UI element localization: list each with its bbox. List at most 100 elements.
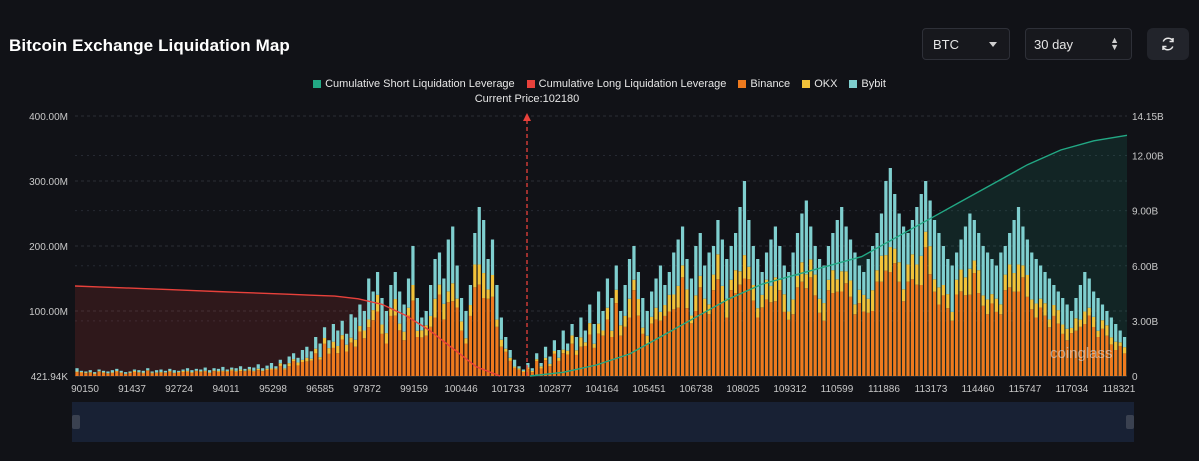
bar-okx xyxy=(875,270,879,282)
bar-binance xyxy=(729,290,733,376)
bar-okx xyxy=(234,370,238,372)
bar-okx xyxy=(906,264,910,282)
bar-bybit xyxy=(959,239,963,270)
bar-okx xyxy=(720,285,724,303)
bar-okx xyxy=(283,368,287,370)
bar-okx xyxy=(384,333,389,344)
bar-bybit xyxy=(627,259,632,299)
bar-okx xyxy=(574,350,579,355)
bar-okx xyxy=(1118,342,1122,346)
y-left-tick-label: 400.00M xyxy=(29,112,68,123)
bar-okx xyxy=(636,299,640,316)
bar-okx xyxy=(561,349,565,354)
bar-okx xyxy=(433,298,437,318)
x-tick-label: 109312 xyxy=(773,384,807,395)
legend-long-cum[interactable]: Cumulative Long Liquidation Leverage xyxy=(526,78,726,90)
refresh-button[interactable] xyxy=(1147,28,1189,60)
coin-select[interactable]: BTC xyxy=(922,28,1010,60)
bar-okx xyxy=(946,294,950,309)
bar-binance xyxy=(1069,333,1074,376)
bar-binance xyxy=(760,307,764,376)
bar-binance xyxy=(804,288,808,376)
bar-bybit xyxy=(172,370,176,373)
bar-binance xyxy=(574,354,579,376)
bar-bybit xyxy=(208,370,212,373)
bar-binance xyxy=(680,277,685,376)
bar-okx xyxy=(884,255,888,271)
bar-binance xyxy=(212,371,216,376)
bar-okx xyxy=(548,363,552,367)
bar-binance xyxy=(181,371,185,376)
bar-bybit xyxy=(424,311,428,326)
bar-binance xyxy=(305,361,309,376)
bar-bybit xyxy=(194,368,198,371)
legend-bybit[interactable]: Bybit xyxy=(849,78,886,90)
bar-okx xyxy=(177,371,181,373)
bar-okx xyxy=(194,370,198,372)
bar-binance xyxy=(619,335,623,376)
bar-bybit xyxy=(375,272,380,295)
bar-binance xyxy=(1008,287,1012,376)
bar-binance xyxy=(822,320,826,376)
legend-okx[interactable]: OKX xyxy=(802,78,837,90)
bar-bybit xyxy=(875,233,879,271)
bar-okx xyxy=(221,370,225,372)
range-select[interactable]: 30 day ▲ ▼ xyxy=(1025,28,1132,60)
bar-bybit xyxy=(742,181,747,256)
bar-okx xyxy=(340,335,344,340)
bar-bybit xyxy=(336,330,340,346)
bar-okx xyxy=(530,370,534,373)
range-slider-track[interactable] xyxy=(72,402,1134,442)
bar-binance xyxy=(203,371,207,376)
bar-bybit xyxy=(672,252,676,295)
bar-okx xyxy=(596,323,601,334)
bar-binance xyxy=(897,281,901,376)
bar-okx xyxy=(358,325,362,332)
bar-binance xyxy=(486,298,490,376)
bar-bybit xyxy=(79,370,84,372)
bar-bybit xyxy=(464,311,468,339)
bar-okx xyxy=(919,255,923,285)
coin-select-value: BTC xyxy=(933,36,959,52)
bar-binance xyxy=(252,371,256,376)
bar-okx xyxy=(1092,316,1096,327)
bar-bybit xyxy=(831,233,835,271)
y-left-tick-label: 300.00M xyxy=(29,177,68,188)
bar-bybit xyxy=(698,233,702,276)
bar-binance xyxy=(999,314,1003,376)
range-slider-handle-left[interactable] xyxy=(72,415,80,429)
bar-binance xyxy=(177,372,181,376)
bar-binance xyxy=(787,319,791,376)
y-left-tick-label: 100.00M xyxy=(29,307,68,318)
watermark: coinglass xyxy=(1050,345,1113,362)
bar-okx xyxy=(300,359,305,362)
bar-binance xyxy=(110,373,114,376)
bar-bybit xyxy=(729,246,733,280)
bar-bybit xyxy=(552,340,556,351)
bar-okx xyxy=(318,357,322,360)
legend-binance[interactable]: Binance xyxy=(738,78,790,90)
bar-binance xyxy=(141,373,145,376)
bar-bybit xyxy=(946,259,950,295)
legend-short-cum[interactable]: Cumulative Short Liquidation Leverage xyxy=(313,78,515,90)
bar-okx xyxy=(1008,264,1012,288)
bar-bybit xyxy=(252,367,256,371)
bar-bybit xyxy=(769,239,773,286)
bar-okx xyxy=(557,357,561,361)
bar-bybit xyxy=(300,350,305,360)
bar-bybit xyxy=(809,226,813,260)
range-slider-handle-right[interactable] xyxy=(1126,415,1134,429)
bar-bybit xyxy=(185,368,190,371)
bar-binance xyxy=(146,370,150,376)
bar-okx xyxy=(1078,319,1082,327)
bar-binance xyxy=(1061,333,1065,376)
bar-binance xyxy=(857,303,861,376)
bar-bybit xyxy=(561,330,565,350)
bar-binance xyxy=(645,343,649,376)
bar-binance xyxy=(389,315,393,376)
bar-binance xyxy=(950,320,954,376)
bar-okx xyxy=(75,371,79,373)
bar-bybit xyxy=(1030,252,1034,300)
bar-okx xyxy=(247,369,252,371)
bar-bybit xyxy=(610,298,614,331)
